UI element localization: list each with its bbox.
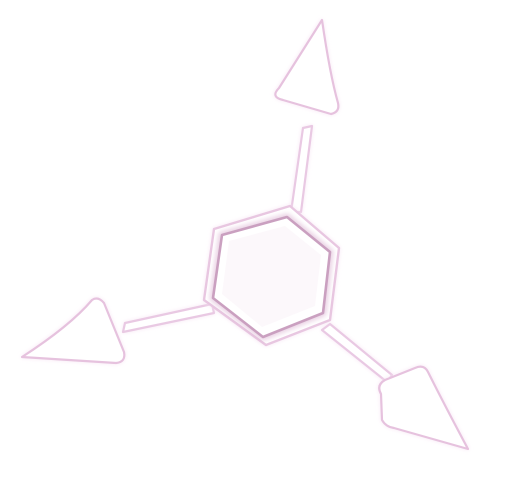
arrowhead-left [20, 297, 126, 365]
arms [121, 124, 394, 384]
arm-right [320, 322, 394, 384]
arrowhead-top [274, 18, 340, 116]
arrowheads [20, 18, 470, 451]
arm-left [121, 302, 216, 334]
hexagon-highlight [222, 226, 321, 327]
arm-top [289, 124, 314, 214]
arrowhead-right [378, 365, 470, 451]
